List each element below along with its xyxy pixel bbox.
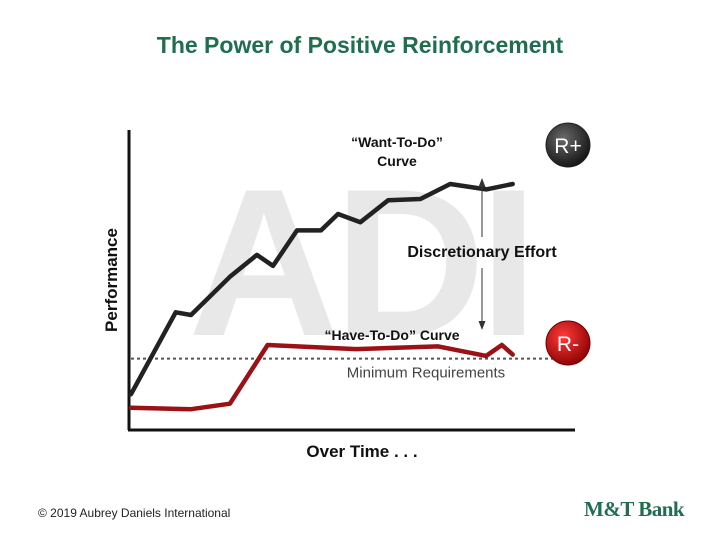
r-minus-badge: R- [545, 320, 591, 366]
r-minus-label: R- [557, 333, 579, 356]
have-to-do-curve [128, 342, 515, 412]
watermark-text: ADI [188, 145, 532, 380]
r-plus-label: R+ [554, 135, 581, 158]
copyright-footer: © 2019 Aubrey Daniels International [38, 506, 231, 520]
x-axis-label: Over Time . . . [306, 442, 417, 461]
chart-title: The Power of Positive Reinforcement [156, 32, 564, 58]
bank-logo: M&T Bank [584, 497, 685, 521]
minimum-requirements-label: Minimum Requirements [347, 365, 505, 382]
y-axis-label: Performance [102, 228, 121, 332]
have-to-do-label: “Have-To-Do” Curve [324, 327, 459, 343]
r-plus-badge: R+ [545, 122, 591, 168]
discretionary-effort-label: Discretionary Effort [407, 244, 557, 261]
arrowhead-down-icon [478, 321, 486, 330]
want-to-do-label-line2: Curve [377, 153, 417, 169]
arrowhead-up-icon [478, 178, 486, 187]
want-to-do-curve [128, 181, 515, 397]
want-to-do-label-line1: “Want-To-Do” [351, 134, 443, 150]
